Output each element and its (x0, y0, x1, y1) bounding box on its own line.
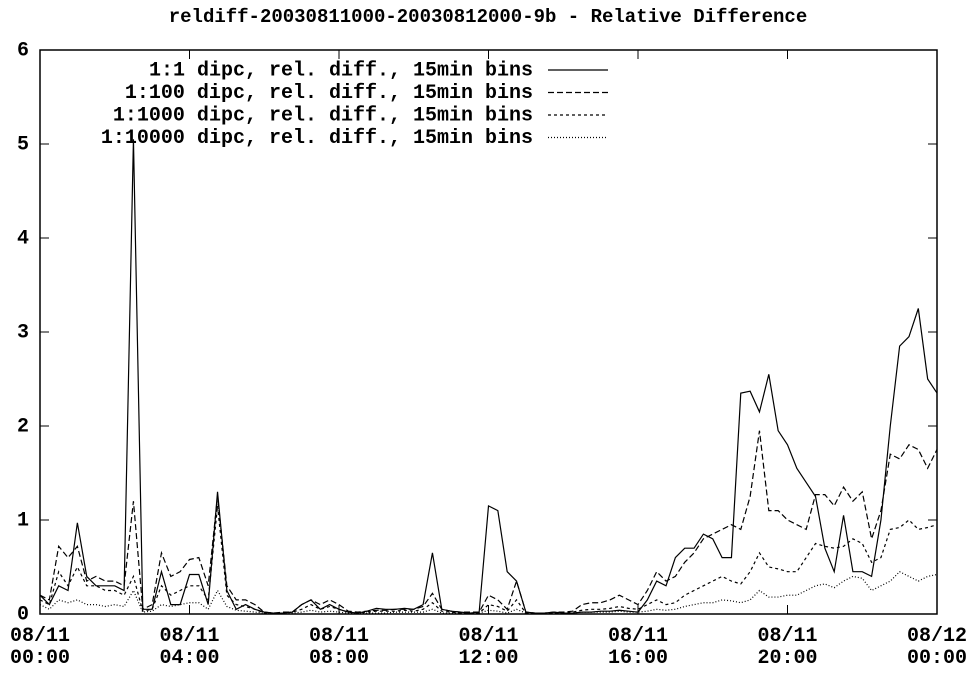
series-line (39, 505, 938, 614)
series-line (39, 430, 938, 614)
x-tick-label: 08/12 00:00 (906, 625, 968, 670)
series-line (39, 570, 938, 614)
y-tick-label: 2 (17, 415, 29, 438)
x-tick-label: 08/11 04:00 (159, 625, 220, 670)
legend-label: 1:10000 dipc, rel. diff., 15min bins (101, 127, 533, 150)
x-tick-label: 08/11 00:00 (9, 625, 71, 670)
legend-label: 1:100 dipc, rel. diff., 15min bins (125, 82, 533, 105)
series-line (39, 139, 938, 614)
chart-title: reldiff-20030811000-20030812000-9b - Rel… (169, 6, 808, 28)
y-tick-label: 1 (17, 509, 29, 532)
legend-label: 1:1000 dipc, rel. diff., 15min bins (113, 104, 533, 127)
y-tick-label: 4 (17, 227, 29, 250)
y-tick-label: 3 (17, 321, 29, 344)
x-tick-label: 08/11 16:00 (607, 625, 669, 670)
legend-label: 1:1 dipc, rel. diff., 15min bins (149, 59, 533, 82)
y-tick-label: 5 (17, 133, 29, 156)
y-tick-label: 6 (17, 39, 29, 62)
x-tick-label: 08/11 12:00 (458, 625, 519, 670)
x-tick-label: 08/11 20:00 (757, 625, 818, 670)
x-tick-label: 08/11 08:00 (308, 625, 370, 670)
y-tick-label: 0 (17, 603, 29, 626)
